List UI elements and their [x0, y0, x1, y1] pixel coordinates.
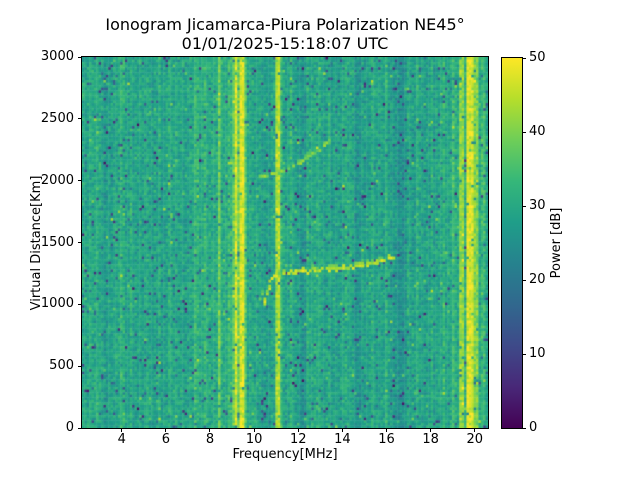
colorbar-tick-mark — [522, 57, 526, 59]
x-tick-mark — [474, 428, 476, 432]
y-tick-mark — [78, 180, 82, 182]
y-tick-label: 0 — [65, 420, 74, 435]
colorbar-tick-mark — [522, 279, 526, 281]
y-tick-label: 500 — [49, 358, 74, 374]
colorbar-gradient — [502, 58, 522, 428]
y-tick-label: 1000 — [40, 296, 74, 312]
x-tick-label: 16 — [378, 432, 395, 447]
chart-title: Ionogram Jicamarca-Piura Polarization NE… — [105, 15, 465, 34]
x-tick-mark — [341, 428, 343, 432]
colorbar-tick-mark — [522, 353, 526, 355]
colorbar-tick-label: 10 — [529, 346, 546, 361]
y-tick-label: 2500 — [40, 110, 74, 126]
x-tick-label: 18 — [422, 432, 439, 447]
colorbar-tick-label: 40 — [529, 124, 546, 139]
y-tick-mark — [78, 118, 82, 120]
chart-subtitle-datetime: 01/01/2025-15:18:07 UTC — [181, 34, 389, 53]
x-tick-mark — [121, 428, 123, 432]
colorbar-tick-label: 30 — [529, 198, 546, 213]
ionogram-heatmap-canvas — [82, 57, 488, 428]
colorbar-tick-mark — [522, 427, 526, 429]
x-tick-label: 12 — [289, 432, 307, 447]
x-tick-label: 20 — [466, 432, 484, 447]
colorbar-tick-label: 20 — [529, 272, 546, 287]
x-tick-label: 4 — [117, 432, 126, 447]
y-tick-mark — [78, 427, 82, 429]
colorbar-label: Power [dB] — [549, 207, 564, 279]
y-tick-mark — [78, 365, 82, 367]
x-tick-label: 6 — [161, 432, 170, 447]
y-tick-label: 3000 — [40, 49, 74, 64]
colorbar-tick-mark — [522, 205, 526, 207]
colorbar — [501, 57, 523, 429]
x-tick-mark — [297, 428, 299, 432]
x-tick-label: 8 — [205, 432, 215, 447]
x-tick-label: 10 — [245, 432, 263, 447]
colorbar-tick-label: 0 — [529, 420, 538, 435]
y-tick-label: 1500 — [40, 234, 74, 250]
colorbar-tick-mark — [522, 131, 526, 133]
x-tick-mark — [253, 428, 255, 432]
y-tick-mark — [78, 303, 82, 305]
x-tick-mark — [165, 428, 167, 432]
x-axis-label: Frequency[MHz] — [232, 447, 338, 462]
x-tick-mark — [209, 428, 211, 432]
colorbar-tick-label: 50 — [529, 50, 546, 65]
x-tick-mark — [430, 428, 432, 432]
y-tick-mark — [78, 56, 82, 58]
x-tick-label: 14 — [334, 432, 351, 447]
y-tick-label: 2000 — [40, 172, 74, 188]
heatmap-plot-area — [81, 56, 489, 429]
y-tick-mark — [78, 242, 82, 243]
x-tick-mark — [386, 428, 387, 432]
